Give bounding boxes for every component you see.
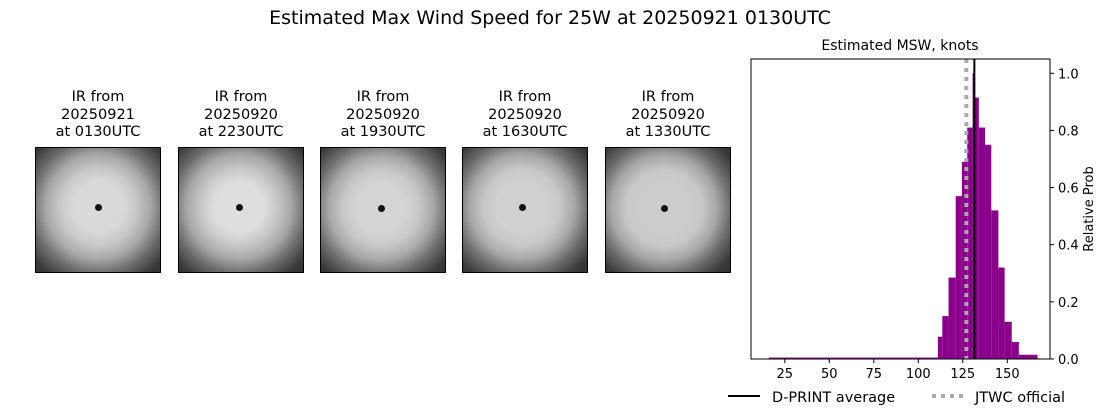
ir-panel-title-line: IR from	[71, 89, 125, 105]
histogram-bar	[1018, 354, 1038, 359]
ir-panel: IR from 20250920 at 2230UTC	[178, 89, 304, 273]
histogram-bar	[1004, 321, 1012, 359]
x-tick-label: 75	[866, 367, 883, 382]
ir-satellite-image	[605, 147, 731, 273]
y-tick-label: 0.0	[1058, 353, 1079, 368]
figure-title: Estimated Max Wind Speed for 25W at 2025…	[269, 7, 831, 29]
y-tick-label: 0.8	[1058, 124, 1079, 139]
legend-jtwc-label: JTWC official	[974, 390, 1065, 406]
y-tick-label: 1.0	[1058, 67, 1079, 82]
ir-panel: IR from 20250921 at 0130UTC	[35, 89, 161, 273]
ir-panel-time: at 2230UTC	[198, 124, 284, 140]
ir-panel: IR from 20250920 at 1930UTC	[320, 89, 446, 273]
ir-panel: IR from 20250920 at 1330UTC	[605, 89, 731, 273]
storm-eye	[236, 204, 243, 211]
histogram-bar	[967, 127, 973, 359]
ir-panel-date: 20250920	[631, 106, 705, 123]
x-tick-label: 50	[821, 367, 838, 382]
ir-panel-title-line: IR from	[214, 89, 268, 105]
ir-satellite-image	[178, 147, 304, 273]
ir-panel-title-line: IR from	[356, 89, 410, 105]
ir-panel-title: IR from 20250920 at 1930UTC	[320, 89, 446, 142]
x-axis-ticks: 25 50 75 100 125 150	[777, 359, 1020, 382]
ir-panel-title: IR from 20250921 at 0130UTC	[35, 89, 161, 142]
ir-satellite-image	[320, 147, 446, 273]
y-tick-label: 0.4	[1058, 239, 1079, 254]
ir-satellite-image	[462, 147, 588, 273]
ir-panel-title-line: IR from	[641, 89, 695, 105]
x-tick-label: 100	[906, 367, 931, 382]
y-tick-label: 0.2	[1058, 296, 1079, 311]
y-axis-ticks: 0.0 0.2 0.4 0.6 0.8 1.0	[1050, 67, 1079, 368]
ir-panel-title: IR from 20250920 at 1630UTC	[462, 89, 588, 142]
ir-panel-time: at 1330UTC	[625, 124, 711, 140]
ir-panel-title: IR from 20250920 at 2230UTC	[178, 89, 304, 142]
plot-frame	[750, 58, 1051, 360]
ir-panel-time: at 1930UTC	[340, 124, 426, 140]
ir-panel-title: IR from 20250920 at 1330UTC	[605, 89, 731, 142]
histogram-bar	[998, 267, 1005, 359]
ir-panel-date: 20250920	[346, 106, 420, 123]
legend-dprint-label: D-PRINT average	[772, 390, 895, 406]
storm-eye	[661, 205, 668, 212]
storm-eye	[95, 204, 102, 211]
ir-panel-date: 20250920	[488, 106, 562, 123]
histogram-bar	[985, 144, 992, 359]
storm-eye	[519, 204, 526, 211]
y-axis-label: Relative Prob	[1082, 166, 1097, 251]
chart-title: Estimated MSW, knots	[821, 38, 978, 54]
histogram-bar	[937, 336, 943, 359]
histogram-bar	[991, 210, 999, 359]
ir-panel-title-line: IR from	[498, 89, 552, 105]
histogram-bar	[978, 127, 986, 359]
ir-panel-date: 20250921	[61, 106, 135, 123]
x-tick-label: 150	[995, 367, 1020, 382]
ir-panel: IR from 20250920 at 1630UTC	[462, 89, 588, 273]
ir-panel-date: 20250920	[204, 106, 278, 123]
histogram-bar	[948, 277, 956, 359]
ir-panel-time: at 1630UTC	[482, 124, 568, 140]
histogram-bar	[955, 196, 962, 359]
y-tick-label: 0.6	[1058, 182, 1079, 197]
legend: D-PRINT average JTWC official	[728, 390, 1065, 406]
ir-satellite-image	[35, 147, 161, 273]
histogram-bar	[974, 97, 979, 360]
histogram-bar	[768, 357, 938, 359]
histogram-bar	[1011, 341, 1019, 359]
storm-eye	[378, 205, 385, 212]
x-tick-label: 125	[950, 367, 975, 382]
x-tick-label: 25	[777, 367, 794, 382]
ir-panel-time: at 0130UTC	[55, 124, 141, 140]
histogram-bar	[942, 316, 949, 359]
histogram-bars	[768, 73, 1038, 360]
reference-lines	[964, 59, 976, 359]
